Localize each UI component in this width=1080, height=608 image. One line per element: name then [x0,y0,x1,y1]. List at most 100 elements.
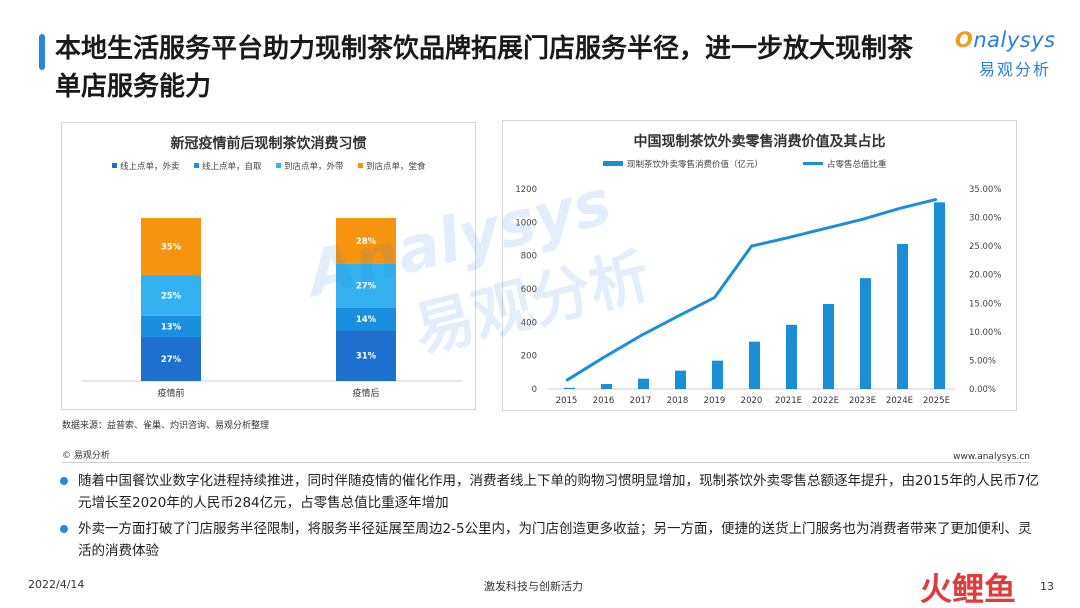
analysys-logo: Onalysys 易观分析 [955,28,1065,79]
page-number: 13 [1040,580,1054,593]
y-tick-label: 400 [521,318,537,328]
line-point [787,236,790,239]
bar [675,370,686,389]
bar-segment [336,330,396,381]
website-url: www.analysys.cn [953,452,1030,462]
x-tick-label: 疫情后 [352,387,379,399]
legend-swatch [358,163,363,168]
line-point [602,356,605,359]
x-tick-label: 2016 [593,396,615,406]
data-label: 14% [356,315,377,325]
footer-date: 2022/4/14 [28,578,85,591]
bullet-item: 随着中国餐饮业数字化进程持续推进，同时伴随疫情的催化作用，消费者线上下单的购物习… [60,470,1040,514]
line-point [898,207,901,210]
y2-tick-label: 20.00% [969,271,1001,281]
data-label: 28% [356,237,377,247]
bar [860,278,871,389]
legend-label: 线上点单，自取 [202,161,262,172]
copyright-note: © 易观分析 [62,451,110,461]
data-label: 13% [161,322,182,332]
y2-tick-label: 15.00% [969,299,1001,309]
chart-title-right: 中国现制茶饮外卖零售消费价值及其占比 [633,134,886,150]
page-title: 本地生活服务平台助力现制茶饮品牌拓展门店服务半径，进一步放大现制茶单店服务能力 [55,34,914,102]
x-tick-label: 2020 [741,396,763,406]
legend-label: 线上点单，外卖 [120,161,180,172]
bullet-text: 随着中国餐饮业数字化进程持续推进，同时伴随疫情的催化作用，消费者线上下单的购物习… [78,473,1039,511]
bar [749,341,760,389]
x-tick-label: 2025E [923,396,950,406]
data-source-note: 数据来源：益普索、雀巢、灼识咨询、易观分析整理 [62,421,270,431]
bar [712,360,723,389]
y-tick-label: 0 [532,385,537,395]
y2-tick-label: 25.00% [969,242,1001,252]
y2-tick-label: 30.00% [969,214,1001,224]
y2-tick-label: 10.00% [969,328,1001,338]
data-label: 25% [161,291,182,301]
line-point [639,335,642,337]
line-point [676,315,679,318]
bar-segment [141,218,201,276]
x-tick-label: 2021E [775,396,802,406]
bullet-dot-icon [60,477,68,485]
legend-label: 现制茶饮外卖零售消费价值（亿元） [627,159,763,170]
bullet-item: 外卖一方面打破了门店服务半径限制，将服务半径延展至周边2-5公里内，为门店创造更… [60,518,1040,562]
chart-title-left: 新冠疫情前后现制茶饮消费习惯 [170,136,367,152]
x-tick-label: 2018 [667,396,689,406]
bar-segment [141,315,201,337]
bar [897,244,908,389]
data-label: 35% [161,243,182,253]
y-tick-label: 1200 [515,185,537,195]
y2-tick-label: 0.00% [969,385,996,395]
bar [934,202,945,389]
bullet-dot-icon [60,525,68,533]
line-point [713,296,716,299]
x-tick-label: 2024E [886,396,913,406]
bar [638,378,649,389]
bar [823,304,834,389]
line-point [935,198,938,201]
legend-swatch [276,163,281,168]
bar-segment [336,307,396,331]
legend-label: 占零售总值比重 [827,159,887,170]
x-tick-label: 2022E [812,396,839,406]
line-point [565,379,568,382]
y-tick-label: 1000 [515,218,537,228]
bar-segment [336,218,396,264]
y-tick-label: 600 [521,285,537,295]
legend-swatch [194,163,199,168]
combo-bar-line-chart: 现制茶饮外卖零售消费价值（亿元） 占零售总值比重 0 200 400 600 800 1000… [515,159,1001,406]
line-point [861,218,864,221]
chart-panel-consumption-habits: 新冠疫情前后现制茶饮消费习惯 线上点单，外卖 线上点单，自取 到店点单，外带 到店点单… [61,122,476,410]
footer-slogan: 激发科技与创新活力 [484,580,583,593]
stacked-bar-chart: 线上点单，外卖 线上点单，自取 到店点单，外带 到店点单，堂食 27% 13% 25% 35%… [82,161,462,399]
logo-wordmark: Onalysys [955,28,1056,52]
corner-brand-logo: 火鲤鱼 [920,570,1016,608]
legend-swatch [112,163,117,168]
y2-tick-label: 35.00% [969,185,1001,195]
bullet-list: 随着中国餐饮业数字化进程持续推进，同时伴随疫情的催化作用，消费者线上下单的购物习… [60,470,1040,566]
x-tick-label: 疫情前 [157,387,184,399]
y2-tick-label: 5.00% [969,356,996,366]
bar-segment [141,275,201,316]
divider [62,462,1029,463]
data-label: 27% [356,282,377,292]
title-accent-bar [39,34,45,70]
bullet-text: 外卖一方面打破了门店服务半径限制，将服务半径延展至周边2-5公里内，为门店创造更… [78,521,1032,559]
data-label: 31% [356,352,377,362]
line-point [824,227,827,230]
bar [564,387,575,389]
legend-swatch-bar [603,161,623,166]
data-label: 27% [161,355,182,365]
legend-label: 到店点单，外带 [284,161,344,172]
corner-brand-text: 火鲤鱼 [920,570,1016,608]
y-tick-label: 800 [521,252,537,262]
x-tick-label: 2015 [556,396,578,406]
x-tick-label: 2017 [630,396,652,406]
legend-label: 到店点单，堂食 [366,161,426,172]
bar-segment [141,336,201,381]
line-point [750,245,753,247]
y-tick-label: 200 [521,352,537,362]
bar [601,384,612,389]
bar-segment [336,263,396,308]
logo-cn-text: 易观分析 [979,60,1052,79]
